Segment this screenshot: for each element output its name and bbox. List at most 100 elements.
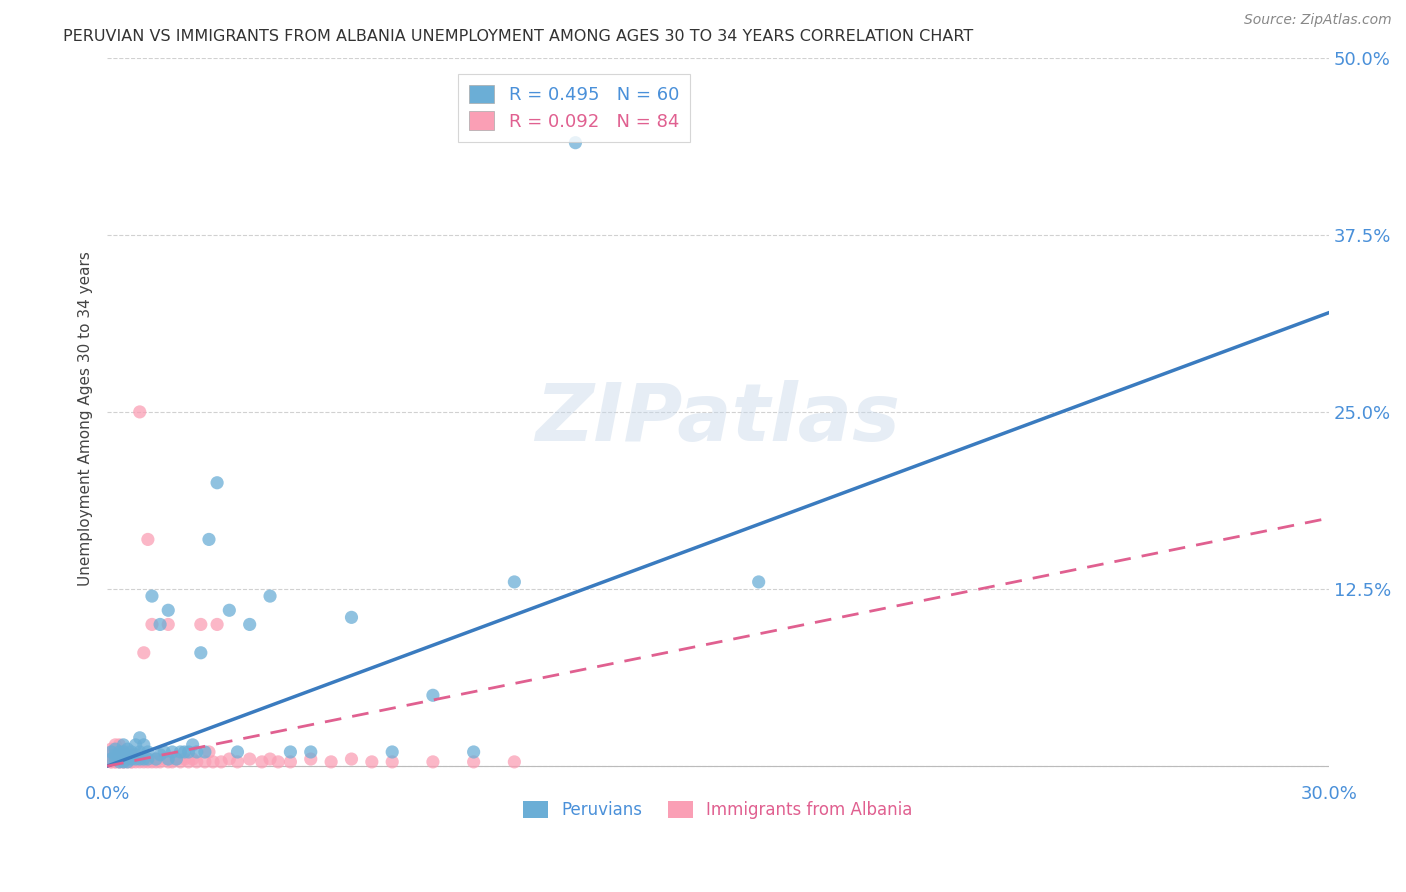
Point <box>463 755 485 769</box>
Point <box>132 738 155 752</box>
Point <box>100 745 122 759</box>
Point <box>100 752 122 766</box>
Point <box>124 752 146 766</box>
Point <box>205 475 228 490</box>
Point <box>259 589 281 603</box>
Point <box>100 752 122 766</box>
Point <box>132 752 155 766</box>
Point <box>124 752 146 766</box>
Point <box>132 646 155 660</box>
Point <box>157 603 180 617</box>
Point <box>145 752 167 766</box>
Point <box>121 752 143 766</box>
Point <box>141 617 163 632</box>
Point <box>141 755 163 769</box>
Point <box>157 617 180 632</box>
Point <box>267 755 290 769</box>
Point <box>321 755 343 769</box>
Point <box>108 755 131 769</box>
Point <box>165 752 187 766</box>
Y-axis label: Unemployment Among Ages 30 to 34 years: Unemployment Among Ages 30 to 34 years <box>79 252 93 586</box>
Point <box>108 755 131 769</box>
Point <box>108 745 131 759</box>
Point <box>108 752 131 766</box>
Point <box>100 749 122 764</box>
Point <box>226 745 249 759</box>
Point <box>259 752 281 766</box>
Point <box>165 752 187 766</box>
Point <box>112 752 135 766</box>
Point <box>108 749 131 764</box>
Point <box>112 745 135 759</box>
Point <box>104 745 127 759</box>
Point <box>128 745 150 759</box>
Point <box>153 745 176 759</box>
Point <box>117 755 139 769</box>
Point <box>202 755 225 769</box>
Point <box>136 745 159 759</box>
Point <box>299 752 322 766</box>
Point <box>112 755 135 769</box>
Point <box>124 738 146 752</box>
Point <box>136 755 159 769</box>
Point <box>112 750 135 764</box>
Point <box>162 755 184 769</box>
Point <box>190 617 212 632</box>
Point <box>100 747 122 762</box>
Point <box>181 738 204 752</box>
Point <box>209 755 232 769</box>
Point <box>145 752 167 766</box>
Point <box>145 755 167 769</box>
Point <box>169 755 191 769</box>
Point <box>108 747 131 762</box>
Point <box>124 747 146 762</box>
Point <box>104 752 127 766</box>
Point <box>128 755 150 769</box>
Point <box>117 742 139 756</box>
Point <box>169 745 191 759</box>
Point <box>117 755 139 769</box>
Point <box>173 745 195 759</box>
Point <box>121 747 143 762</box>
Point <box>186 745 208 759</box>
Point <box>360 755 382 769</box>
Point <box>112 745 135 759</box>
Point <box>149 617 172 632</box>
Point <box>108 752 131 766</box>
Point <box>136 752 159 766</box>
Point <box>117 752 139 766</box>
Point <box>100 752 122 766</box>
Point <box>128 752 150 766</box>
Point <box>108 745 131 759</box>
Point <box>117 745 139 759</box>
Point <box>141 589 163 603</box>
Point <box>194 755 217 769</box>
Point <box>100 755 122 769</box>
Point <box>218 752 240 766</box>
Point <box>117 752 139 766</box>
Point <box>198 533 221 547</box>
Point <box>340 610 363 624</box>
Point <box>121 755 143 769</box>
Point <box>381 755 404 769</box>
Point <box>503 755 526 769</box>
Point <box>280 755 302 769</box>
Point <box>564 136 586 150</box>
Point <box>157 755 180 769</box>
Point <box>422 688 444 702</box>
Point <box>136 533 159 547</box>
Point <box>104 747 127 762</box>
Point <box>153 752 176 766</box>
Point <box>117 747 139 762</box>
Point <box>198 745 221 759</box>
Point <box>112 738 135 752</box>
Point <box>100 752 122 766</box>
Point <box>194 745 217 759</box>
Point <box>190 646 212 660</box>
Point <box>112 747 135 762</box>
Point <box>463 745 485 759</box>
Point <box>136 752 159 766</box>
Point <box>128 731 150 745</box>
Point <box>226 755 249 769</box>
Point <box>173 752 195 766</box>
